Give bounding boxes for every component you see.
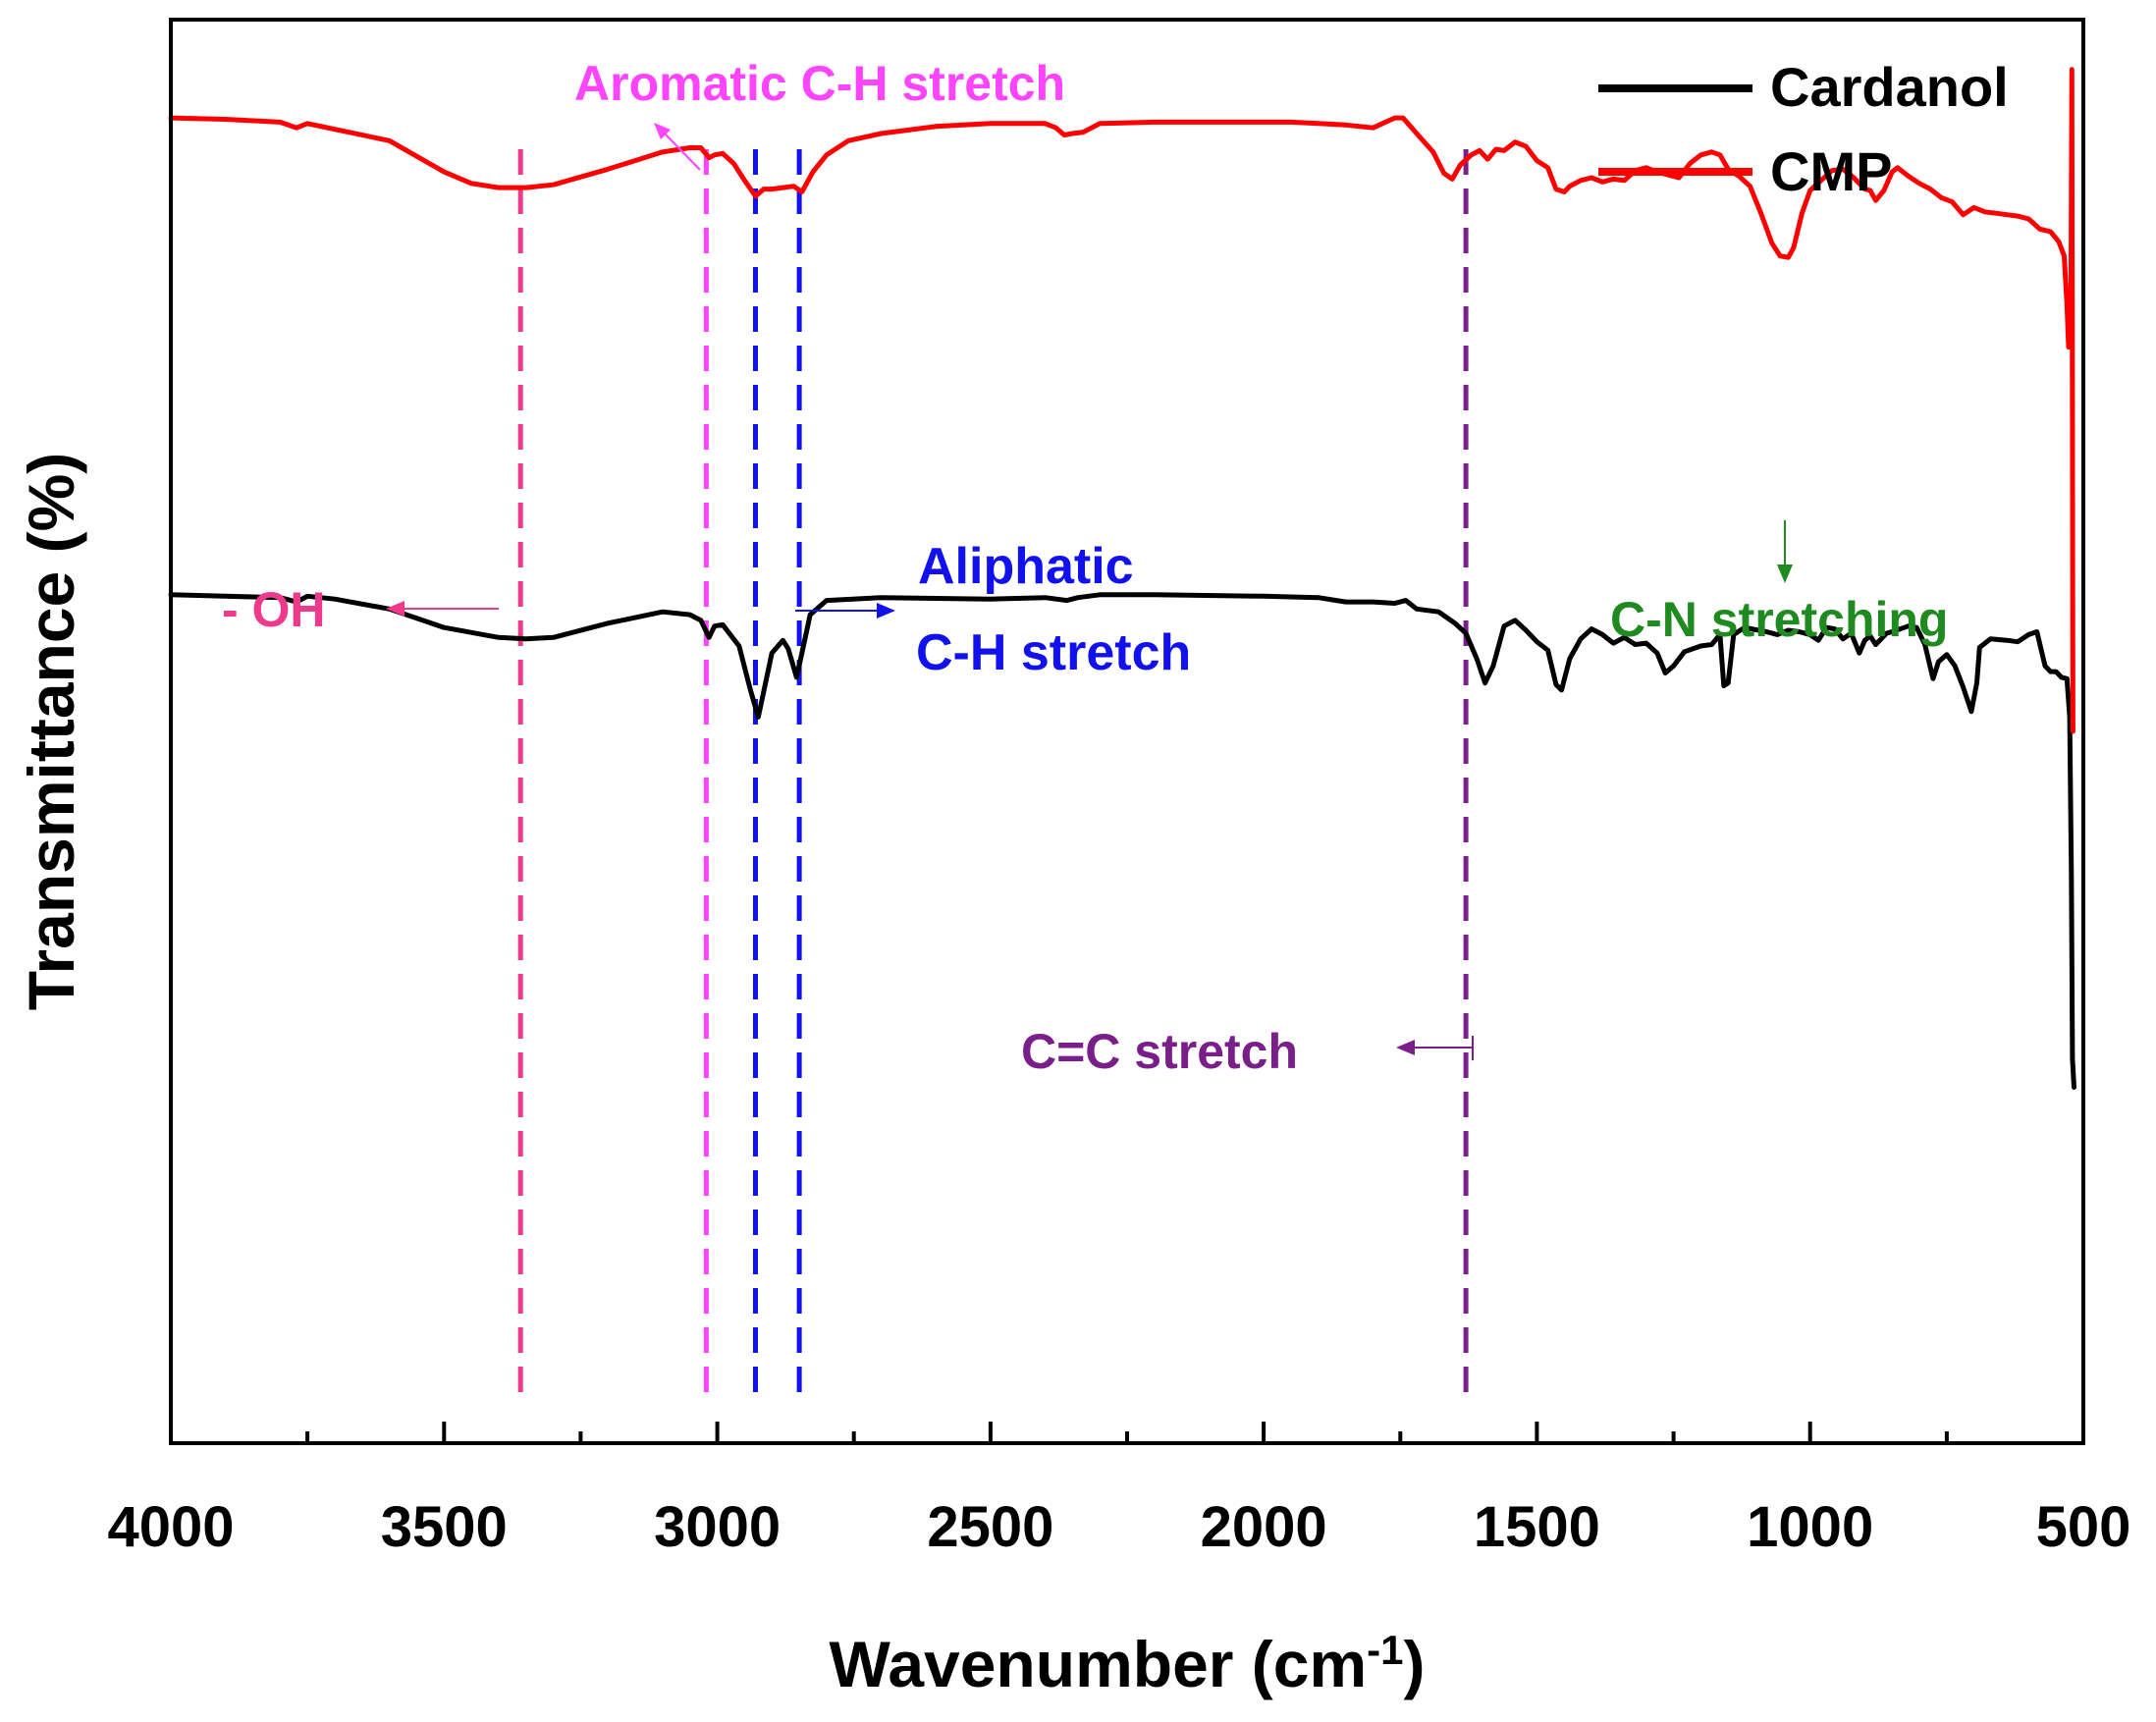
annotation-cn: C-N stretching xyxy=(1610,592,1948,647)
legend: Cardanol CMP xyxy=(1598,56,2009,202)
x-tick-label-3000: 3000 xyxy=(654,1495,781,1559)
x-tick-label-2500: 2500 xyxy=(927,1495,1053,1559)
x-axis-label-main: Wavenumber (cm xyxy=(829,1628,1367,1700)
annotation-aromatic: Aromatic C-H stretch xyxy=(574,56,1065,111)
x-tick-labels: 4000 3500 3000 2500 2000 1500 1000 500 xyxy=(107,1495,2130,1559)
x-tick-label-2000: 2000 xyxy=(1201,1495,1327,1559)
cc-arrow xyxy=(1396,1036,1474,1060)
legend-label-cardanol: Cardanol xyxy=(1770,56,2009,118)
x-tick-label-500: 500 xyxy=(2036,1495,2131,1559)
x-axis-label: Wavenumber (cm-1) xyxy=(829,1627,1425,1701)
annotation-arrows xyxy=(386,123,1793,1060)
x-tick-label-3500: 3500 xyxy=(381,1495,508,1559)
annotation-aliphatic-line1: Aliphatic xyxy=(918,538,1134,595)
aliphatic-arrow xyxy=(795,603,895,619)
legend-label-cmp: CMP xyxy=(1770,140,1892,202)
x-tick-label-4000: 4000 xyxy=(107,1495,234,1559)
annotation-aliphatic-line2: C-H stretch xyxy=(916,624,1191,681)
axis-ticks xyxy=(169,1422,2085,1443)
x-axis-label-close: ) xyxy=(1404,1628,1426,1700)
reference-lines xyxy=(517,149,1469,1402)
series-line-cardanol xyxy=(168,592,2076,1090)
cn-arrow xyxy=(1777,520,1793,583)
series-layer xyxy=(168,67,2076,1090)
x-tick-label-1500: 1500 xyxy=(1474,1495,1600,1559)
annotation-cc: C=C stretch xyxy=(1021,1024,1298,1079)
x-axis-label-superscript: -1 xyxy=(1367,1627,1403,1673)
oh-arrow xyxy=(386,601,499,617)
annotation-labels: Aromatic C-H stretch - OH Aliphatic C-H … xyxy=(222,56,1948,1079)
series-line-cmp xyxy=(168,67,2075,734)
x-tick-label-1000: 1000 xyxy=(1747,1495,1873,1559)
aromatic-arrow xyxy=(654,123,701,171)
annotation-oh: - OH xyxy=(222,582,326,637)
y-axis-label: Transmittance (%) xyxy=(15,453,87,1010)
